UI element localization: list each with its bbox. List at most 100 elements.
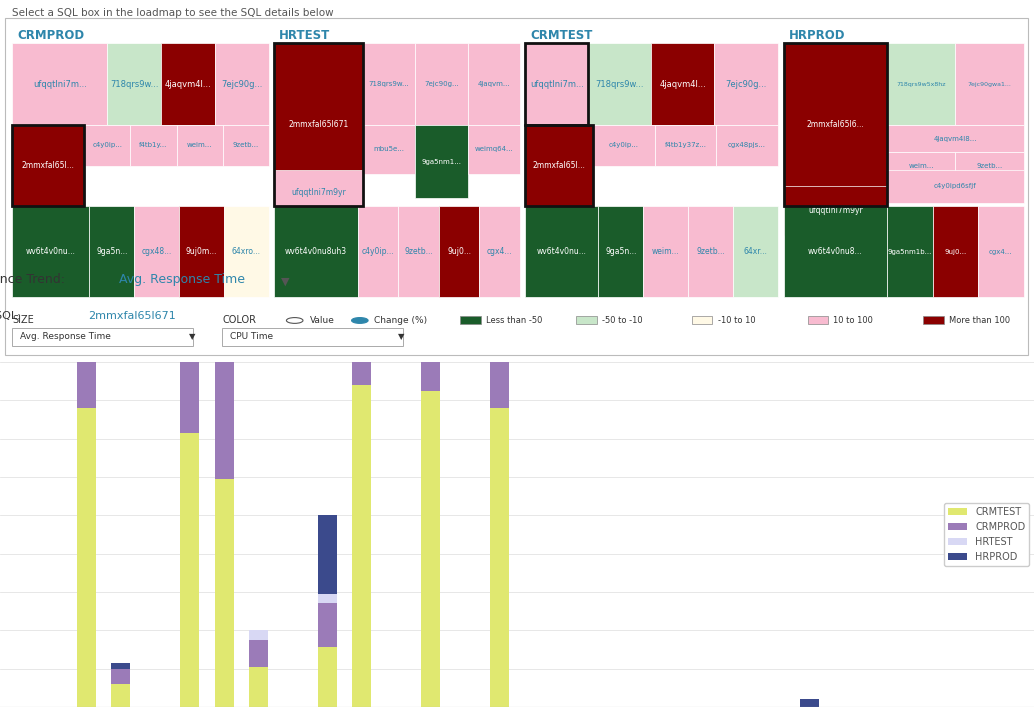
FancyBboxPatch shape: [12, 43, 108, 125]
Text: CPU Time: CPU Time: [230, 332, 273, 341]
FancyBboxPatch shape: [12, 125, 84, 206]
Bar: [215, 308, 234, 479]
Text: ufqqtlni7m...: ufqqtlni7m...: [529, 80, 584, 88]
Text: weimq64...: weimq64...: [475, 146, 513, 153]
FancyBboxPatch shape: [134, 206, 179, 297]
Bar: [249, 667, 268, 707]
FancyBboxPatch shape: [358, 206, 398, 297]
FancyBboxPatch shape: [594, 125, 655, 165]
Bar: [77, 408, 96, 707]
FancyBboxPatch shape: [12, 328, 193, 346]
Text: -50 to -10: -50 to -10: [602, 316, 642, 325]
FancyBboxPatch shape: [274, 170, 363, 214]
FancyBboxPatch shape: [130, 125, 177, 165]
Text: ▼: ▼: [398, 332, 404, 341]
Text: 7ejc90gwa1...: 7ejc90gwa1...: [968, 82, 1011, 87]
Text: ▼: ▼: [189, 332, 195, 341]
FancyBboxPatch shape: [363, 43, 415, 125]
Bar: [77, 109, 96, 259]
Text: 10 to 100: 10 to 100: [833, 316, 874, 325]
Text: c4y0ip...: c4y0ip...: [92, 142, 122, 148]
Text: f4tb1y...: f4tb1y...: [140, 142, 168, 148]
Text: weim...: weim...: [652, 247, 679, 256]
FancyBboxPatch shape: [215, 43, 269, 125]
Text: Change (%): Change (%): [374, 316, 427, 325]
Bar: [215, 194, 234, 308]
Text: c4y0ipd6sfjf: c4y0ipd6sfjf: [934, 184, 977, 189]
Text: More than 100: More than 100: [949, 316, 1010, 325]
FancyBboxPatch shape: [689, 206, 733, 297]
Text: COLOR: COLOR: [222, 315, 256, 325]
Text: c4y0ip...: c4y0ip...: [609, 142, 639, 148]
Bar: [112, 663, 130, 669]
Text: ufqqtlni7m...: ufqqtlni7m...: [33, 80, 87, 88]
FancyBboxPatch shape: [887, 43, 955, 125]
Text: SIZE: SIZE: [12, 315, 34, 325]
Bar: [923, 316, 944, 325]
Text: 9ga5n...: 9ga5n...: [96, 247, 127, 256]
Bar: [215, 479, 234, 707]
Text: Avg. Response Time: Avg. Response Time: [119, 273, 245, 286]
Bar: [215, 139, 234, 194]
FancyBboxPatch shape: [274, 206, 358, 297]
FancyBboxPatch shape: [784, 187, 887, 235]
Text: ufqqtlni7m9yr: ufqqtlni7m9yr: [291, 187, 345, 197]
Text: 2mmxfal65l671: 2mmxfal65l671: [288, 120, 348, 129]
Bar: [422, 0, 440, 71]
Circle shape: [352, 317, 368, 323]
FancyBboxPatch shape: [655, 125, 717, 165]
FancyBboxPatch shape: [161, 43, 215, 125]
Legend: CRMTEST, CRMPROD, HRTEST, HRPROD: CRMTEST, CRMPROD, HRTEST, HRPROD: [944, 503, 1029, 566]
Text: wv6t4v0nu...: wv6t4v0nu...: [26, 247, 75, 256]
Text: 2mmxfal65l6...: 2mmxfal65l6...: [807, 120, 864, 129]
Text: 9zetb...: 9zetb...: [696, 247, 725, 256]
Text: 9ga5nm1b...: 9ga5nm1b...: [887, 249, 932, 255]
Bar: [318, 594, 337, 603]
Text: mbu5e...: mbu5e...: [373, 146, 404, 153]
Text: 7ejc90g...: 7ejc90g...: [221, 80, 263, 88]
Text: cgx4...: cgx4...: [487, 247, 513, 256]
Bar: [180, 25, 199, 93]
Text: 718qrs9w...: 718qrs9w...: [368, 81, 409, 87]
FancyBboxPatch shape: [784, 43, 887, 206]
Text: 9zetb...: 9zetb...: [404, 247, 433, 256]
FancyBboxPatch shape: [177, 125, 222, 165]
FancyBboxPatch shape: [467, 125, 520, 174]
FancyBboxPatch shape: [222, 328, 403, 346]
Bar: [112, 669, 130, 684]
Text: ▼: ▼: [281, 276, 290, 286]
Bar: [422, 230, 440, 391]
Text: weim...: weim...: [187, 142, 212, 148]
Bar: [353, 224, 371, 385]
Text: 2mmxfal65l671: 2mmxfal65l671: [88, 311, 176, 321]
FancyBboxPatch shape: [733, 206, 778, 297]
FancyBboxPatch shape: [108, 43, 161, 125]
FancyBboxPatch shape: [525, 125, 594, 206]
Text: 718qrs9w...: 718qrs9w...: [110, 80, 158, 88]
Text: 9uj0m...: 9uj0m...: [186, 247, 217, 256]
Text: cgx4...: cgx4...: [990, 249, 1012, 255]
Text: 7ejc90g...: 7ejc90g...: [725, 80, 767, 88]
Bar: [112, 684, 130, 707]
FancyBboxPatch shape: [480, 206, 520, 297]
Bar: [318, 647, 337, 707]
Bar: [490, 216, 510, 408]
Text: wv6t4v0nu...: wv6t4v0nu...: [537, 247, 586, 256]
FancyBboxPatch shape: [887, 152, 955, 180]
FancyBboxPatch shape: [12, 206, 89, 297]
FancyBboxPatch shape: [588, 43, 651, 125]
FancyBboxPatch shape: [89, 206, 134, 297]
Text: 9uj0...: 9uj0...: [447, 247, 472, 256]
Bar: [490, 173, 510, 216]
Text: 2mmxfal65l...: 2mmxfal65l...: [22, 161, 74, 170]
Text: 718qrs9w5x8hz: 718qrs9w5x8hz: [896, 82, 946, 87]
Bar: [576, 316, 597, 325]
Bar: [77, 35, 96, 109]
Text: Select a SQL box in the loadmap to see the SQL details below: Select a SQL box in the loadmap to see t…: [12, 8, 334, 18]
Bar: [353, 63, 371, 224]
FancyBboxPatch shape: [599, 206, 643, 297]
Text: wv6t4v0nu8...: wv6t4v0nu8...: [808, 247, 862, 256]
Text: HRTEST: HRTEST: [279, 29, 331, 42]
Bar: [180, 93, 199, 229]
Text: 7ejc90g...: 7ejc90g...: [424, 81, 459, 87]
